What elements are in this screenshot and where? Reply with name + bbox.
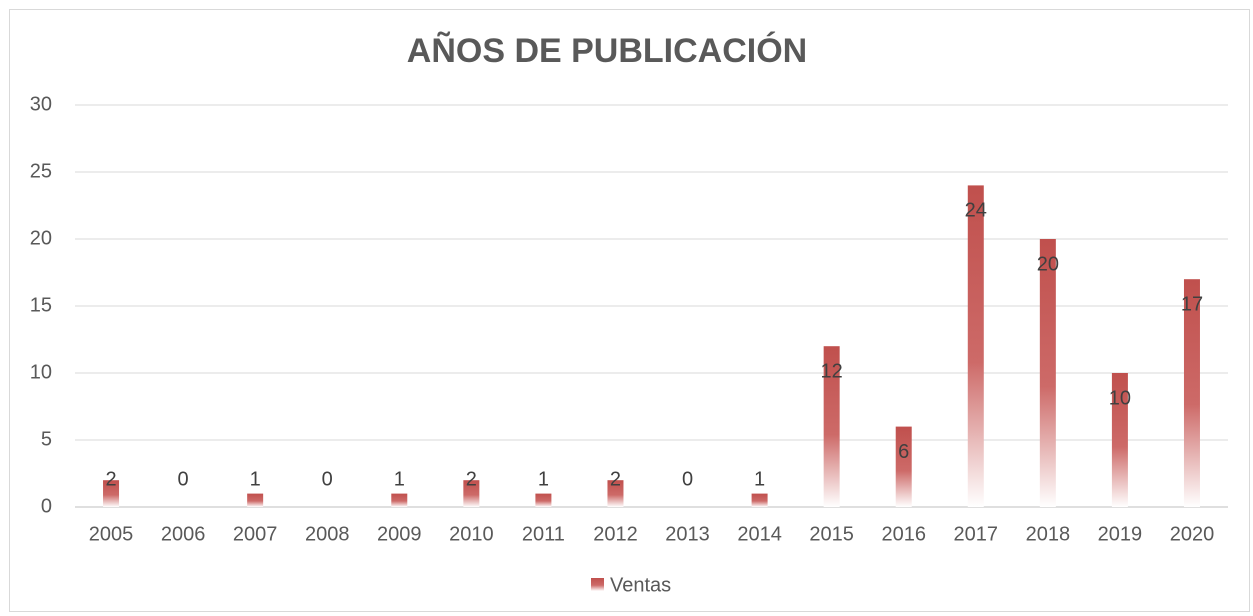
x-tick-label: 2013 [665,523,710,545]
data-label: 10 [1109,387,1131,409]
x-tick-label: 2012 [593,523,638,545]
chart-title: AÑOS DE PUBLICACIÓN [407,32,807,70]
bar [895,426,912,507]
data-label: 2 [105,468,116,490]
y-tick-label: 5 [41,428,52,450]
bar [535,493,552,507]
data-label: 17 [1181,293,1203,315]
bar [823,346,840,507]
x-tick-label: 2011 [522,523,565,545]
x-tick-label: 2020 [1170,523,1215,545]
data-label: 1 [250,468,261,490]
x-tick-label: 2015 [809,523,854,545]
data-label: 2 [466,468,477,490]
data-label: 1 [394,468,405,490]
data-label: 6 [898,441,909,463]
data-label: 0 [178,468,189,490]
x-tick-label: 2008 [305,523,350,545]
data-label: 1 [538,468,549,490]
y-tick-label: 0 [41,495,52,517]
chart-border [9,9,1250,612]
y-tick-label: 20 [30,227,52,249]
y-tick-label: 30 [30,93,52,115]
bar [463,480,480,507]
bar [967,185,984,507]
x-tick-label: 2018 [1026,523,1071,545]
x-tick-label: 2017 [954,523,999,545]
bar [247,493,264,507]
bar [1183,279,1200,507]
data-label: 24 [965,200,987,222]
legend-label: Ventas [610,574,671,596]
x-tick-label: 2019 [1098,523,1143,545]
bar [391,493,408,507]
data-label: 20 [1037,253,1059,275]
data-label: 0 [682,468,693,490]
data-label: 2 [610,468,621,490]
x-tick-label: 2005 [89,523,134,545]
data-label: 1 [754,468,765,490]
x-tick-label: 2007 [233,523,278,545]
bar [1111,373,1128,507]
bar [103,480,120,507]
legend-swatch [591,578,604,591]
data-label: 12 [821,360,843,382]
data-label: 0 [322,468,333,490]
y-tick-label: 15 [30,294,52,316]
x-tick-label: 2009 [377,523,422,545]
bar [751,493,768,507]
y-tick-label: 25 [30,160,52,182]
bar [1039,239,1056,507]
x-tick-label: 2016 [881,523,926,545]
bar [607,480,624,507]
x-tick-label: 2010 [449,523,494,545]
y-tick-label: 10 [30,361,52,383]
x-tick-label: 2006 [161,523,206,545]
x-tick-label: 2014 [737,523,782,545]
